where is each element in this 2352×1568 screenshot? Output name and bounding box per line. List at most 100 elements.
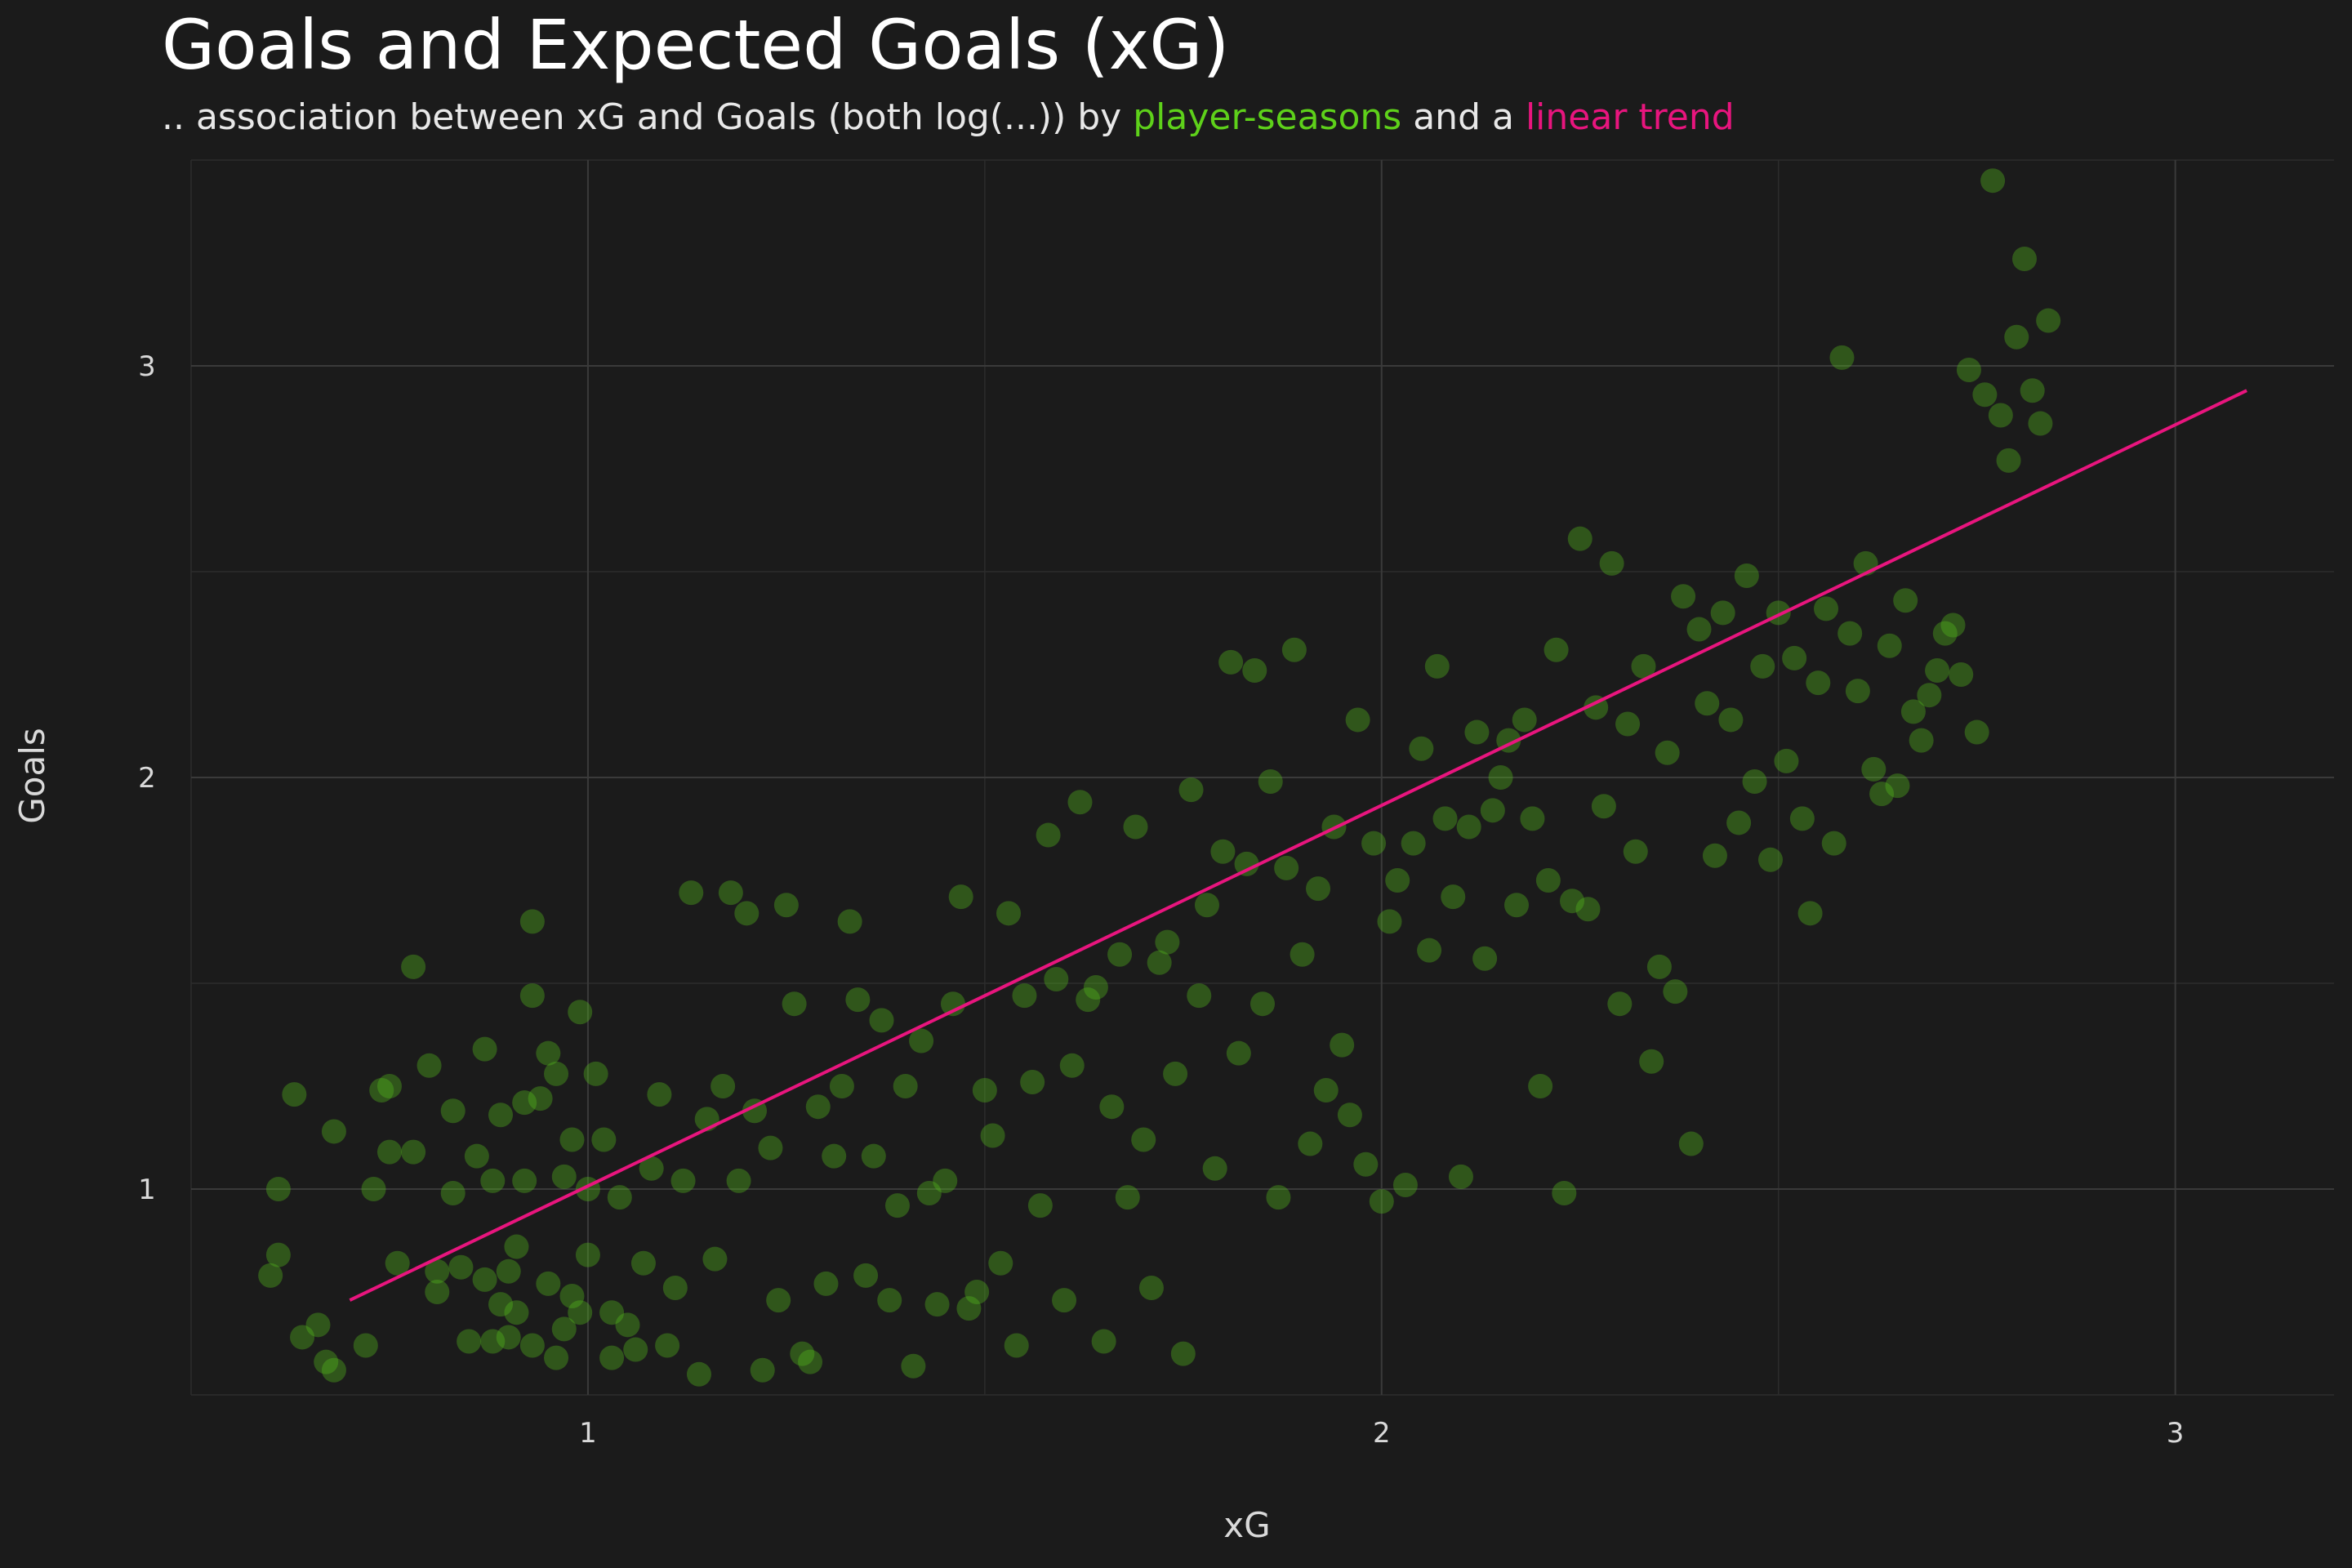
data-point: [416, 1053, 442, 1078]
data-point: [1226, 1040, 1251, 1066]
data-point: [1298, 1131, 1323, 1156]
data-point: [1409, 736, 1434, 761]
data-point: [1424, 653, 1450, 679]
data-point: [1750, 653, 1775, 679]
data-point: [1893, 588, 1918, 613]
data-point: [1178, 777, 1204, 803]
data-point: [822, 1143, 847, 1169]
data-point: [1932, 621, 1958, 646]
data-point: [1059, 1053, 1085, 1078]
data-point: [1544, 637, 1569, 662]
data-point: [599, 1345, 625, 1370]
data-point: [1441, 884, 1466, 910]
scatter-points: [258, 168, 2061, 1387]
data-point: [893, 1074, 918, 1098]
data-point: [472, 1036, 497, 1062]
data-point: [2028, 411, 2053, 436]
data-point: [1646, 954, 1672, 979]
data-point: [1107, 942, 1133, 967]
data-point: [773, 893, 799, 918]
data-point: [734, 901, 760, 926]
data-point: [1552, 1181, 1577, 1206]
data-point: [496, 1325, 521, 1350]
data-point: [1925, 657, 1950, 683]
data-point: [1432, 806, 1458, 831]
trend-line-group: [349, 389, 2247, 1302]
data-point: [1821, 831, 1846, 856]
data-point: [425, 1280, 450, 1304]
data-point: [1464, 719, 1490, 745]
y-tick-label: 3: [138, 350, 156, 383]
data-point: [1940, 612, 1966, 638]
data-point: [1417, 938, 1442, 963]
data-point: [568, 1300, 593, 1325]
data-point: [1766, 600, 1791, 626]
data-point: [376, 1074, 402, 1098]
data-point: [790, 1341, 815, 1366]
data-point: [853, 1263, 879, 1288]
data-point: [1782, 645, 1807, 670]
data-point: [710, 1074, 736, 1098]
data-point: [884, 1193, 910, 1218]
data-point: [512, 1090, 537, 1116]
data-point: [1163, 1061, 1188, 1086]
data-point: [2004, 324, 2029, 350]
data-point: [1956, 358, 1981, 383]
data-point: [369, 1078, 394, 1103]
data-point: [1909, 728, 1934, 753]
data-point: [496, 1258, 521, 1284]
data-point: [536, 1040, 561, 1066]
data-point: [401, 954, 426, 979]
data-point: [726, 1168, 751, 1193]
data-point: [2036, 308, 2061, 333]
data-point: [964, 1280, 990, 1304]
data-point: [1218, 649, 1244, 675]
data-point: [1345, 707, 1370, 733]
data-point: [1829, 345, 1855, 370]
data-point: [972, 1078, 997, 1103]
data-point: [1678, 1131, 1704, 1156]
data-point: [1036, 822, 1061, 848]
data-point: [1980, 168, 2006, 194]
y-axis-ticks: 1 2 3: [138, 350, 156, 1206]
data-point: [1202, 1156, 1227, 1181]
data-point: [440, 1098, 466, 1124]
data-point: [1503, 893, 1529, 918]
data-point: [607, 1185, 632, 1210]
data-point: [265, 1177, 291, 1201]
x-tick-label: 3: [2167, 1417, 2185, 1450]
y-tick-label: 1: [138, 1174, 156, 1206]
data-point: [1281, 637, 1307, 662]
data-point: [1599, 550, 1624, 576]
data-point: [2020, 378, 2045, 403]
data-point: [1274, 855, 1299, 880]
data-point: [1869, 782, 1895, 807]
data-point: [1187, 983, 1212, 1009]
data-point: [1695, 691, 1720, 716]
data-point: [1655, 740, 1680, 765]
data-point: [933, 1168, 958, 1193]
data-point: [1052, 1288, 1077, 1313]
data-point: [956, 1296, 982, 1321]
data-point: [265, 1242, 291, 1267]
data-point: [464, 1143, 489, 1169]
data-point: [996, 901, 1022, 926]
data-point: [1377, 909, 1402, 934]
data-point: [1567, 526, 1592, 551]
data-point: [1138, 1275, 1164, 1300]
data-point: [655, 1333, 680, 1358]
data-point: [1718, 707, 1744, 733]
data-point: [1480, 798, 1505, 823]
data-point: [583, 1061, 608, 1086]
data-point: [1091, 1329, 1116, 1354]
data-point: [782, 991, 807, 1017]
data-point: [1838, 621, 1863, 646]
data-point: [805, 1094, 831, 1120]
data-point: [1949, 662, 1974, 687]
data-point: [448, 1254, 474, 1280]
data-point: [988, 1250, 1013, 1276]
data-point: [591, 1127, 617, 1152]
data-point: [1020, 1069, 1045, 1094]
data-point: [909, 1028, 934, 1054]
